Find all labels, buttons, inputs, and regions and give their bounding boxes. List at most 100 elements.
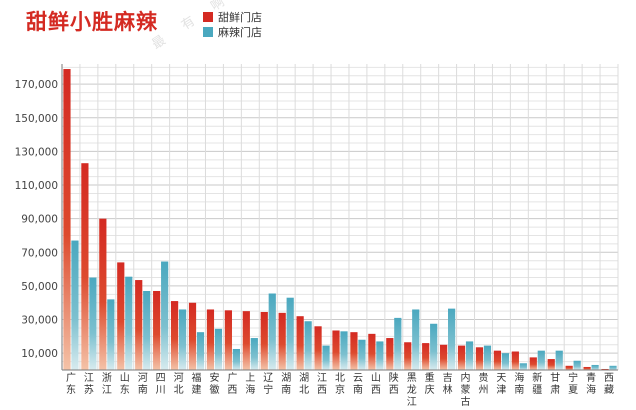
x-tick-label: 河南 (138, 372, 148, 396)
x-tick-label: 山东 (120, 372, 130, 396)
x-tick-label: 青海 (586, 371, 596, 396)
y-tick-label: 130,000 (15, 146, 58, 158)
x-tick-char: 庆 (425, 383, 435, 396)
bar-sweet-30 (601, 368, 609, 370)
x-tick-char: 湖 (299, 372, 309, 384)
bar-sweet-1 (81, 163, 89, 370)
x-tick-label: 广西 (227, 372, 237, 396)
chart-title: 甜鲜小胜麻辣 (26, 10, 158, 34)
bar-sweet-9 (224, 310, 232, 370)
bar-sweet-28 (565, 365, 573, 370)
x-tick-char: 江 (84, 372, 94, 384)
bar-spicy-24 (501, 353, 510, 370)
x-tick-char: 西 (317, 385, 327, 396)
x-tick-label: 吉林 (443, 372, 453, 396)
bar-sweet-29 (583, 366, 591, 370)
x-tick-char: 南 (514, 383, 524, 396)
bar-sweet-7 (188, 302, 197, 370)
bar-sweet-20 (422, 343, 430, 370)
x-tick-char: 山 (120, 372, 130, 384)
bar-sweet-11 (260, 311, 268, 370)
bar-sweet-17 (368, 333, 376, 370)
bar-sweet-18 (386, 338, 394, 370)
bar-sweet-15 (332, 330, 340, 370)
x-tick-char: 广 (66, 372, 76, 384)
bar-spicy-18 (394, 317, 402, 370)
legend: 甜鲜门店 麻辣门店 (203, 9, 262, 39)
bar-spicy-9 (232, 348, 240, 370)
bar-sweet-5 (153, 290, 161, 370)
y-tick-label: 10,000 (21, 348, 58, 360)
x-tick-label: 新疆 (532, 371, 542, 396)
bar-sweet-16 (350, 332, 358, 370)
bars (63, 69, 617, 370)
bar-spicy-6 (178, 309, 187, 370)
x-tick-char: 建 (192, 383, 202, 396)
x-tick-label: 西藏 (604, 373, 614, 396)
x-tick-char: 江 (102, 384, 112, 396)
x-tick-label: 福建 (192, 371, 202, 396)
bar-sweet-14 (314, 326, 322, 370)
x-tick-char: 津 (496, 384, 506, 396)
bar-spicy-20 (430, 323, 438, 370)
x-tick-char: 南 (353, 383, 363, 396)
x-tick-char: 甘 (550, 371, 560, 384)
x-tick-label: 北京 (335, 372, 345, 396)
y-tick-label: 50,000 (21, 281, 58, 293)
y-tick-label: 30,000 (21, 315, 58, 327)
x-tick-label: 天津 (496, 373, 506, 396)
x-tick-char: 北 (299, 384, 309, 396)
x-tick-char: 宁 (568, 371, 578, 384)
x-tick-char: 西 (389, 385, 399, 396)
x-tick-char: 浙 (102, 372, 112, 384)
x-tick-label: 四川 (156, 373, 166, 396)
x-tick-char: 新 (532, 371, 542, 384)
bar-sweet-8 (206, 309, 215, 370)
y-tick-labels: 10,000 30,000 50,000 70,000 90,000 110,000 130… (15, 79, 58, 360)
bar-spicy-3 (125, 276, 133, 370)
x-tick-label: 内蒙古 (461, 371, 471, 408)
bar-spicy-28 (573, 360, 581, 370)
legend-label-sweet: 甜鲜门店 (218, 10, 262, 24)
x-tick-label: 辽宁 (263, 372, 273, 396)
x-tick-char: 夏 (568, 384, 578, 396)
x-tick-label: 甘肃 (550, 371, 560, 396)
bar-sweet-24 (493, 350, 502, 370)
x-tick-char: 京 (335, 383, 345, 396)
legend-swatch-sweet (203, 11, 213, 22)
x-tick-char: 山 (371, 372, 381, 384)
bar-spicy-11 (268, 293, 276, 370)
x-tick-char: 龙 (407, 383, 417, 396)
x-tick-char: 安 (209, 371, 219, 384)
x-tick-char: 黑 (407, 372, 417, 384)
bar-sweet-26 (529, 357, 537, 370)
x-tick-label: 浙江 (102, 372, 112, 396)
y-tick-label: 110,000 (15, 180, 58, 192)
x-tick-char: 疆 (532, 384, 542, 396)
x-tick-char: 海 (586, 383, 596, 396)
bar-sweet-3 (117, 262, 125, 370)
x-tick-char: 东 (66, 383, 76, 396)
x-tick-char: 河 (174, 372, 184, 384)
x-tick-char: 上 (245, 372, 255, 384)
bar-spicy-0 (71, 240, 79, 370)
x-tick-char: 广 (227, 372, 237, 384)
x-tick-char: 重 (425, 371, 435, 384)
x-tick-char: 川 (156, 385, 166, 396)
x-tick-char: 北 (335, 372, 345, 384)
bar-spicy-21 (448, 308, 456, 370)
bar-spicy-12 (286, 297, 294, 370)
x-tick-char: 海 (514, 371, 524, 384)
x-tick-label: 陕西 (389, 371, 399, 396)
x-tick-char: 内 (461, 371, 471, 384)
legend-item-sweet: 甜鲜门店 (203, 9, 262, 24)
bar-spicy-19 (412, 309, 420, 370)
x-tick-char: 湖 (281, 372, 291, 384)
bar-sweet-6 (170, 301, 179, 370)
x-tick-label: 上海 (245, 372, 255, 396)
y-tick-label: 170,000 (15, 79, 58, 91)
bar-spicy-15 (340, 331, 348, 370)
x-tick-label: 宁夏 (568, 371, 578, 396)
